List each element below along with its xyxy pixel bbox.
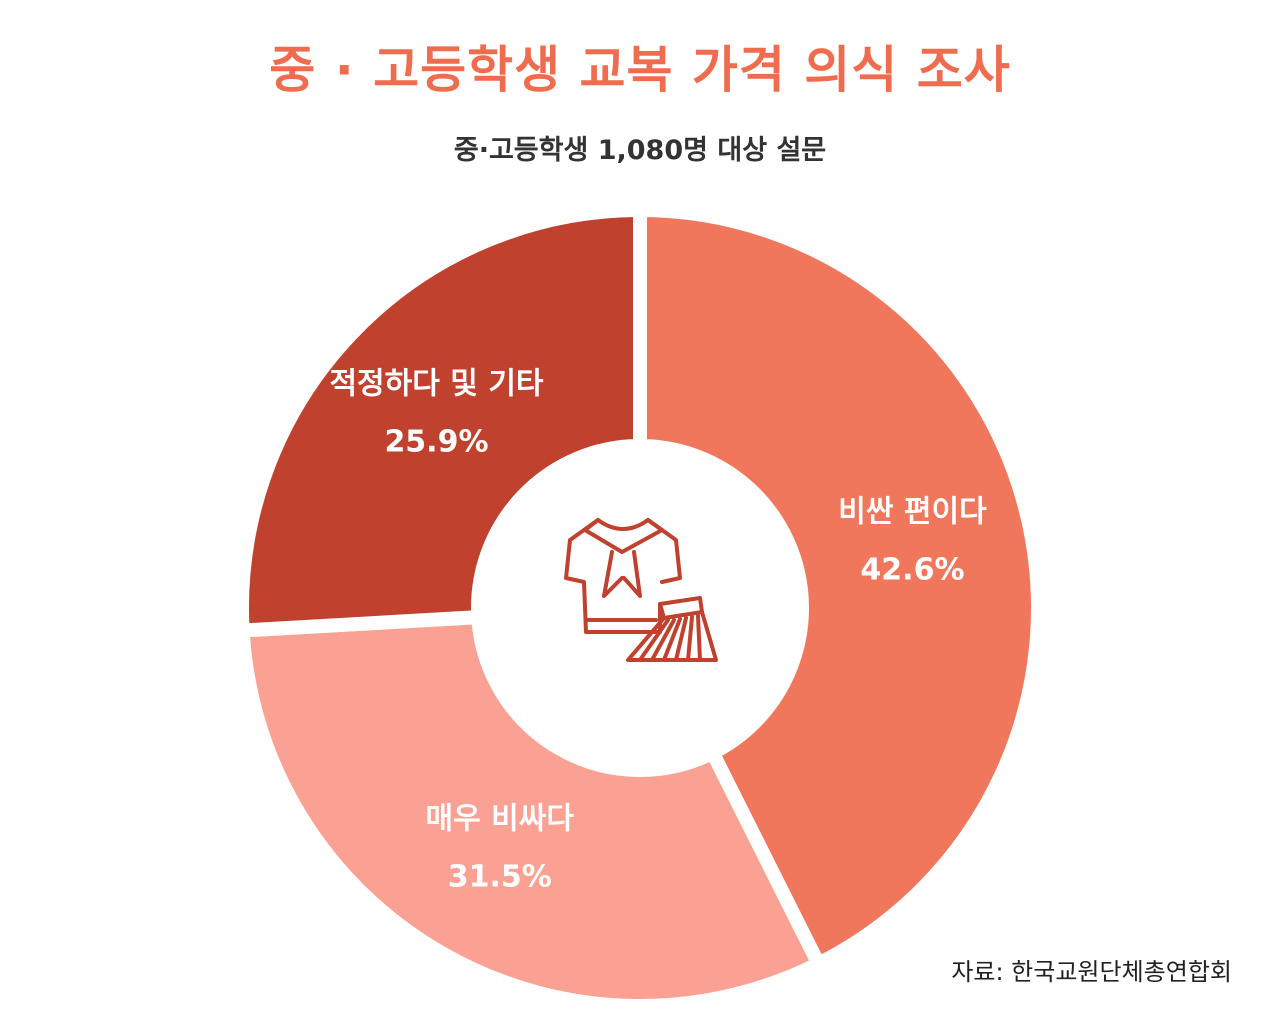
donut-slice-0 bbox=[633, 202, 1045, 974]
slice-value-2: 25.9% bbox=[384, 425, 488, 460]
school-uniform-icon bbox=[564, 518, 718, 662]
source-note: 자료: 한국교원단체총연합회 bbox=[951, 958, 1232, 986]
slice-label-1: 매우 비싸다 bbox=[426, 801, 575, 836]
slice-value-0: 42.6% bbox=[860, 552, 964, 587]
donut-slice-2 bbox=[235, 202, 647, 638]
page-title: 중 · 고등학생 교복 가격 의식 조사 bbox=[269, 41, 1011, 99]
donut-hole bbox=[485, 453, 795, 763]
donut-slices bbox=[235, 202, 1045, 1013]
donut-slice-1 bbox=[235, 609, 828, 1013]
slice-label-0: 비싼 편이다 bbox=[838, 494, 987, 529]
slice-value-1: 31.5% bbox=[448, 859, 552, 894]
slice-label-2: 적정하다 및 기타 bbox=[329, 367, 543, 402]
slice-labels: 비싼 편이다 42.6% 매우 비싸다 31.5% 적정하다 및 기타 25.9% bbox=[329, 367, 987, 895]
page-subtitle: 중·고등학생 1,080명 대상 설문 bbox=[453, 135, 827, 166]
